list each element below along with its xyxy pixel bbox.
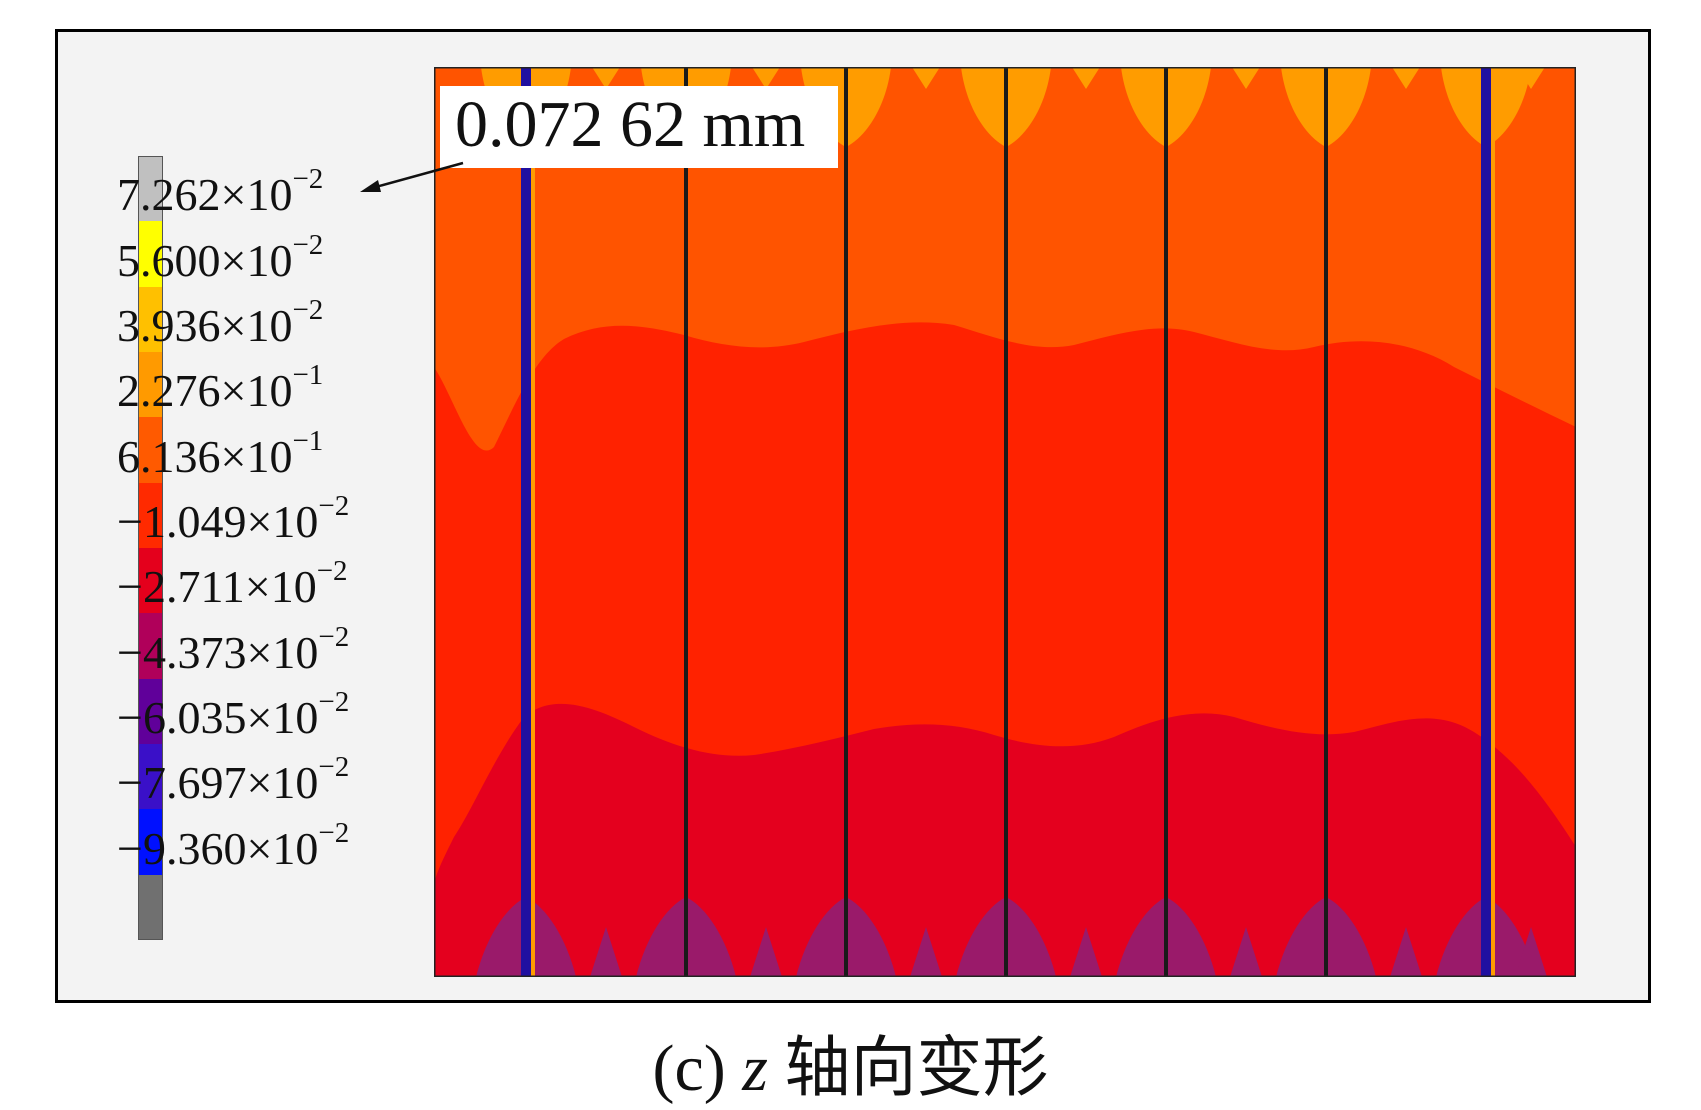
legend-times: ×10 [220,430,293,482]
legend-color-1 [138,221,163,287]
hotspot-top-small [752,67,780,89]
figure-caption: (c) z 轴向变形 [0,1036,1701,1102]
caption-axis: z [742,1032,768,1105]
legend-mantissa: 7.262 [117,169,221,221]
max-deformation-label: 0.072 62 mm [455,88,806,161]
legend-exponent: −2 [318,685,350,718]
legend-mantissa: −7.697 [117,757,247,809]
legend-mantissa: −6.035 [117,691,247,743]
panel-divider [1004,67,1008,977]
hotspot-top-small [1072,67,1100,89]
legend-exponent: −2 [318,751,350,784]
panel-divider [684,67,688,977]
caption-prefix: (c) [652,1032,726,1105]
legend-label: 7.262×10−2 [117,165,323,218]
panel-divider-highlight [531,67,535,977]
legend-mantissa: 5.600 [117,234,221,286]
legend-label: −4.373×10−2 [117,620,350,678]
legend-mantissa: 6.136 [117,430,221,482]
legend-mantissa: −9.360 [117,822,247,874]
legend-times: ×10 [246,757,319,809]
legend-color-11 [138,874,163,940]
hotspot-bottom-small [910,927,942,977]
legend-label: 3.936×10−2 [117,293,324,351]
panel-divider [1324,67,1328,977]
panel-dividers [521,67,1495,977]
legend-color-10 [138,809,163,875]
legend-colorbar [138,156,165,940]
legend-exponent: −2 [316,555,348,588]
legend-color-7 [138,613,163,679]
legend-label: 5.600×10−2 [117,228,324,286]
legend-label: −2.711×10−2 [117,557,348,610]
legend-times: ×10 [246,691,319,743]
legend-exponent: −2 [318,620,350,653]
hotspot-top-small [1232,67,1260,89]
legend-label: −6.035×10−2 [117,685,350,743]
hotspot-top-small [1392,67,1420,89]
hotspot-bottom-small [1070,927,1102,977]
legend-mantissa: 3.936 [117,299,221,351]
legend-times: ×10 [220,169,293,221]
legend-mantissa: 2.276 [117,365,221,417]
legend-times: ×10 [220,299,293,351]
legend-times: ×10 [244,561,317,613]
legend-color-4 [138,417,163,483]
hotspot-top-small [592,67,620,89]
contour-plot [434,67,1576,977]
legend-label: −1.049×10−2 [117,489,350,547]
legend-exponent: −1 [292,424,324,457]
legend-mantissa: −4.373 [117,626,247,678]
legend-exponent: −2 [292,293,324,326]
panel-divider [1164,67,1168,977]
legend-label: −7.697×10−2 [117,753,349,806]
legend-label: 2.276×10−1 [117,361,323,414]
panel-divider-highlight [1491,67,1495,977]
panel-divider [521,67,531,977]
hotspot-bottom-small [1515,927,1547,977]
annotation-box [440,86,838,168]
legend-color-9 [138,743,163,810]
legend-color-5 [138,482,163,548]
legend-color-2 [138,286,163,352]
legend-color-3 [138,351,163,418]
legend-color-0 [138,156,163,222]
legend-times: ×10 [220,365,293,417]
panel-divider [1481,67,1491,977]
legend-times: ×10 [246,626,319,678]
legend-times: ×10 [220,234,293,286]
legend-exponent: −2 [318,816,350,849]
legend-mantissa: −1.049 [117,495,247,547]
legend-exponent: −2 [292,228,324,261]
hotspot-bottom-small [1390,927,1422,977]
caption-text: 轴向变形 [784,1032,1049,1105]
hotspot-bottom-small [1230,927,1262,977]
legend-exponent: −2 [292,163,324,196]
legend-color-6 [138,547,163,614]
hotspot-bottom-small [590,927,622,977]
legend-exponent: −1 [292,359,324,392]
panel-divider [844,67,848,977]
legend-color-8 [138,678,163,744]
hotspot-top-small [912,67,940,89]
legend-times: ×10 [246,495,319,547]
hotspot-bottom-small [750,927,782,977]
legend-label: −9.360×10−2 [117,816,350,874]
legend-exponent: −2 [318,489,350,522]
legend-mantissa: −2.711 [117,561,245,613]
hotspot-top-small [1517,67,1545,89]
legend-label: 6.136×10−1 [117,424,324,482]
legend-times: ×10 [246,822,319,874]
